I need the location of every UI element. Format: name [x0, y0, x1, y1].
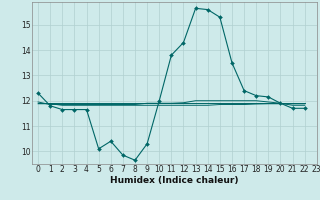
X-axis label: Humidex (Indice chaleur): Humidex (Indice chaleur): [110, 176, 239, 185]
